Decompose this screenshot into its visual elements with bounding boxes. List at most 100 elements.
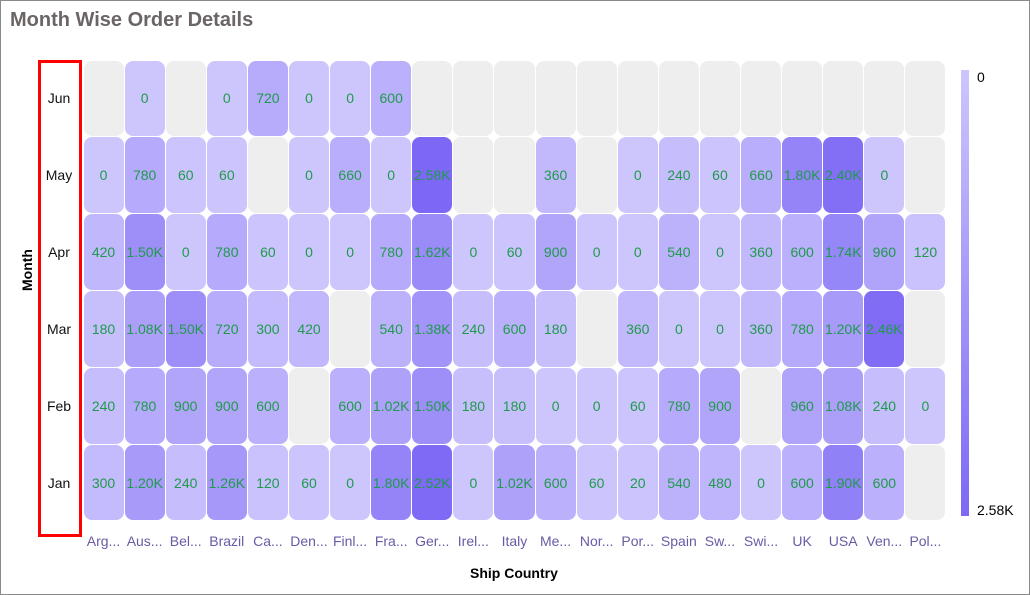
heatmap-cell[interactable]: 660 (741, 137, 782, 214)
heatmap-cell[interactable]: 300 (83, 444, 124, 521)
heatmap-cell[interactable]: 600 (535, 444, 576, 521)
heatmap-cell[interactable]: 1.20K (823, 291, 864, 367)
heatmap-cell[interactable] (453, 60, 494, 137)
heatmap-cell[interactable]: 1.20K (124, 444, 165, 521)
heatmap-cell[interactable]: 60 (165, 137, 206, 214)
heatmap-cell[interactable]: 540 (658, 444, 699, 521)
heatmap-cell[interactable]: 240 (83, 367, 124, 444)
heatmap-cell[interactable]: 420 (83, 214, 124, 290)
heatmap-cell[interactable]: 600 (494, 291, 535, 367)
heatmap-cell[interactable]: 1.50K (124, 214, 165, 290)
heatmap-cell[interactable]: 360 (741, 214, 782, 290)
heatmap-cell[interactable]: 0 (576, 367, 617, 444)
heatmap-cell[interactable]: 1.08K (823, 367, 864, 444)
heatmap-cell[interactable]: 660 (330, 137, 371, 214)
heatmap-cell[interactable] (412, 60, 453, 137)
heatmap-cell[interactable]: 1.74K (823, 214, 864, 290)
heatmap-cell[interactable]: 0 (905, 367, 946, 444)
heatmap-cell[interactable]: 1.38K (412, 291, 453, 367)
heatmap-cell[interactable]: 600 (330, 367, 371, 444)
heatmap-cell[interactable]: 600 (864, 444, 905, 521)
heatmap-cell[interactable]: 0 (741, 444, 782, 521)
heatmap-cell[interactable]: 1.90K (823, 444, 864, 521)
heatmap-cell[interactable]: 0 (83, 137, 124, 214)
heatmap-cell[interactable]: 1.50K (165, 291, 206, 367)
heatmap-cell[interactable]: 1.02K (494, 444, 535, 521)
color-legend-bar[interactable] (961, 70, 969, 516)
heatmap-cell[interactable]: 60 (288, 444, 330, 521)
heatmap-cell[interactable]: 180 (83, 291, 124, 367)
heatmap-cell[interactable]: 1.50K (412, 367, 453, 444)
heatmap-cell[interactable] (494, 137, 535, 214)
heatmap-cell[interactable]: 780 (371, 214, 412, 290)
heatmap-cell[interactable]: 1.80K (371, 444, 412, 521)
heatmap-cell[interactable]: 0 (864, 137, 905, 214)
heatmap-cell[interactable]: 1.08K (124, 291, 165, 367)
heatmap-cell[interactable] (453, 137, 494, 214)
heatmap-cell[interactable]: 240 (864, 367, 905, 444)
heatmap-cell[interactable]: 120 (905, 214, 946, 290)
heatmap-cell[interactable] (288, 367, 330, 444)
heatmap-cell[interactable] (330, 291, 371, 367)
heatmap-cell[interactable]: 960 (782, 367, 823, 444)
heatmap-cell[interactable]: 0 (658, 291, 699, 367)
heatmap-cell[interactable]: 0 (535, 367, 576, 444)
heatmap-cell[interactable]: 780 (782, 291, 823, 367)
heatmap-cell[interactable]: 180 (535, 291, 576, 367)
heatmap-cell[interactable] (741, 60, 782, 137)
heatmap-cell[interactable]: 720 (206, 291, 247, 367)
heatmap-cell[interactable] (905, 444, 946, 521)
heatmap-cell[interactable]: 1.26K (206, 444, 247, 521)
heatmap-cell[interactable]: 0 (330, 444, 371, 521)
heatmap-cell[interactable]: 0 (330, 214, 371, 290)
heatmap-cell[interactable] (617, 60, 658, 137)
heatmap-cell[interactable]: 300 (247, 291, 288, 367)
heatmap-cell[interactable] (494, 60, 535, 137)
heatmap-cell[interactable]: 0 (617, 214, 658, 290)
heatmap-cell[interactable]: 60 (699, 137, 741, 214)
heatmap-cell[interactable]: 900 (165, 367, 206, 444)
heatmap-cell[interactable]: 0 (288, 60, 330, 137)
heatmap-cell[interactable]: 240 (165, 444, 206, 521)
heatmap-cell[interactable]: 900 (206, 367, 247, 444)
heatmap-cell[interactable]: 60 (494, 214, 535, 290)
heatmap-cell[interactable]: 900 (699, 367, 741, 444)
heatmap-cell[interactable]: 600 (782, 444, 823, 521)
heatmap-cell[interactable]: 0 (699, 214, 741, 290)
heatmap-cell[interactable]: 0 (453, 214, 494, 290)
heatmap-cell[interactable]: 360 (741, 291, 782, 367)
heatmap-cell[interactable]: 60 (247, 214, 288, 290)
heatmap-cell[interactable]: 780 (206, 214, 247, 290)
heatmap-cell[interactable]: 900 (535, 214, 576, 290)
heatmap-cell[interactable]: 0 (699, 291, 741, 367)
heatmap-cell[interactable]: 180 (494, 367, 535, 444)
heatmap-cell[interactable]: 600 (247, 367, 288, 444)
heatmap-cell[interactable]: 240 (453, 291, 494, 367)
heatmap-cell[interactable]: 0 (124, 60, 165, 137)
heatmap-cell[interactable] (782, 60, 823, 137)
heatmap-cell[interactable]: 0 (371, 137, 412, 214)
heatmap-cell[interactable] (864, 60, 905, 137)
heatmap-cell[interactable] (247, 137, 288, 214)
heatmap-cell[interactable] (699, 60, 741, 137)
heatmap-cell[interactable] (576, 137, 617, 214)
heatmap-cell[interactable]: 2.46K (864, 291, 905, 367)
heatmap-cell[interactable] (576, 60, 617, 137)
heatmap-cell[interactable]: 120 (247, 444, 288, 521)
heatmap-cell[interactable]: 0 (576, 214, 617, 290)
heatmap-cell[interactable]: 0 (206, 60, 247, 137)
heatmap-cell[interactable] (905, 137, 946, 214)
heatmap-cell[interactable]: 1.62K (412, 214, 453, 290)
heatmap-cell[interactable]: 0 (330, 60, 371, 137)
heatmap-cell[interactable]: 20 (617, 444, 658, 521)
heatmap-cell[interactable]: 2.58K (412, 137, 453, 214)
heatmap-cell[interactable] (741, 367, 782, 444)
heatmap-cell[interactable]: 540 (371, 291, 412, 367)
heatmap-cell[interactable]: 2.40K (823, 137, 864, 214)
heatmap-cell[interactable]: 0 (288, 214, 330, 290)
heatmap-cell[interactable]: 60 (206, 137, 247, 214)
heatmap-cell[interactable]: 0 (165, 214, 206, 290)
heatmap-cell[interactable]: 360 (535, 137, 576, 214)
heatmap-cell[interactable]: 720 (247, 60, 288, 137)
heatmap-cell[interactable]: 60 (617, 367, 658, 444)
